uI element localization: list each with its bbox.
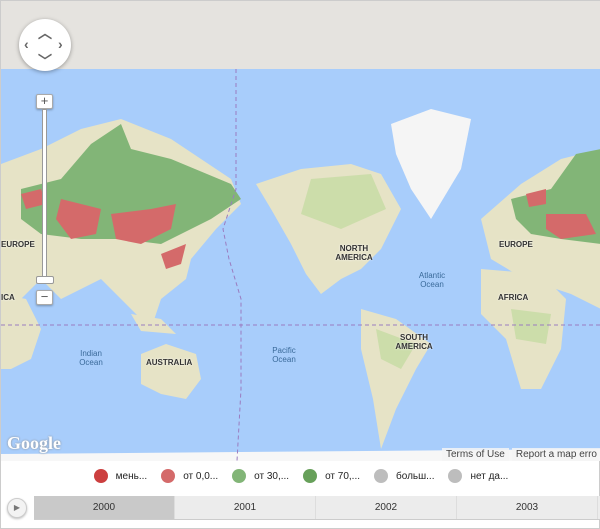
map-label-indian: Indian Ocean — [79, 349, 103, 367]
report-map-error-link[interactable]: Report a map erro — [511, 448, 600, 461]
map-label-south-america: SOUTH AMERICA — [395, 333, 433, 351]
legend-swatch — [161, 469, 176, 483]
timeline-year-2000[interactable]: 2000 — [34, 496, 175, 519]
timeline-year-2001[interactable]: 2001 — [175, 496, 316, 519]
legend-label: больш... — [396, 470, 435, 482]
legend-swatch — [374, 469, 388, 483]
legend-item[interactable]: от 70,... — [303, 469, 360, 483]
legend: мень... от 0,0... от 30,... от 70,... бо… — [1, 461, 600, 491]
legend-item[interactable]: больш... — [374, 469, 434, 483]
legend-label: от 70,... — [325, 470, 360, 482]
region-russia-left[interactable] — [21, 124, 241, 269]
map-canvas — [1, 69, 600, 461]
terms-of-use-link[interactable]: Terms of Use — [441, 448, 509, 461]
zoom-slider-track[interactable] — [36, 109, 54, 284]
legend-swatch — [232, 469, 247, 483]
legend-item[interactable]: от 30,... — [232, 469, 289, 483]
legend-swatch — [303, 469, 318, 483]
timeline-year-2003[interactable]: 2003 — [457, 496, 598, 519]
map-label-north-america: NORTH AMERICA — [335, 244, 373, 262]
timeline: ▶ 2000 2001 2002 2003 — [1, 496, 600, 521]
map-label-europe: EUROPE — [499, 240, 533, 249]
zoom-slider-thumb[interactable] — [36, 276, 54, 284]
legend-item[interactable]: от 0,0... — [161, 469, 218, 483]
legend-item[interactable]: нет да... — [448, 469, 508, 483]
map-label-pacific: Pacific Ocean — [272, 346, 296, 364]
pan-down-icon[interactable]: ﹀ — [38, 53, 52, 69]
play-button[interactable]: ▶ — [7, 498, 27, 518]
legend-label: от 0,0... — [183, 470, 219, 482]
map-label-atlantic: Atlantic Ocean — [418, 271, 446, 289]
pan-up-icon[interactable]: ︿ — [38, 25, 52, 41]
map-toolbar — [1, 1, 600, 69]
pan-control[interactable]: ︿ ﹀ ‹ › — [19, 19, 71, 71]
legend-swatch — [448, 469, 463, 483]
region-russia-right[interactable] — [511, 149, 600, 244]
legend-label: мень... — [115, 470, 148, 482]
legend-label: нет да... — [470, 470, 509, 482]
legend-label: от 30,... — [254, 470, 290, 482]
zoom-out-button[interactable]: − — [36, 290, 53, 305]
map-label-africa: AFRICA — [498, 293, 529, 302]
map-label-australia: AUSTRALIA — [146, 358, 193, 367]
map-label-europe-left: EUROPE — [1, 240, 35, 249]
legend-item[interactable]: мень... — [93, 469, 148, 483]
legend-swatch — [93, 469, 108, 483]
timeline-year-2002[interactable]: 2002 — [316, 496, 457, 519]
zoom-in-button[interactable]: + — [36, 94, 53, 109]
map-label-africa-left: ICA — [1, 293, 15, 302]
play-icon: ▶ — [13, 503, 21, 512]
pan-left-icon[interactable]: ‹ — [24, 36, 29, 52]
world-map[interactable]: EUROPE ICA EUROPE AFRICA NORTH AMERICA S… — [1, 69, 600, 461]
google-logo: Google — [7, 433, 61, 453]
pan-right-icon[interactable]: › — [58, 36, 63, 52]
